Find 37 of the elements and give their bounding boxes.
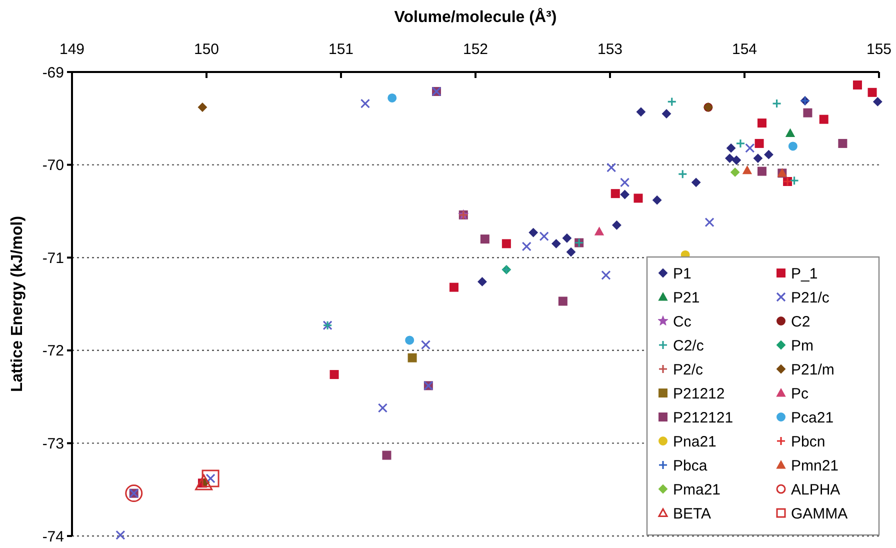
legend-label: Pna21 <box>673 433 716 450</box>
legend-label: Pc <box>791 385 810 402</box>
legend-label: P_1 <box>791 265 818 282</box>
y-tick-label: -74 <box>42 528 64 546</box>
x-tick-label: 151 <box>328 41 354 58</box>
legend-label: P21/m <box>791 361 834 378</box>
legend-label: Pmn21 <box>791 457 839 474</box>
legend-label: Pca21 <box>791 409 834 426</box>
legend-label: Pbca <box>673 457 708 474</box>
legend-label: P212121 <box>673 409 734 426</box>
x-tick-label: 155 <box>866 41 892 58</box>
legend-label: Pbcn <box>791 433 826 450</box>
legend-label: P1 <box>673 265 692 282</box>
legend-label: P2/c <box>673 361 704 378</box>
legend-label: C2/c <box>673 337 704 354</box>
legend-label: Pm <box>791 337 814 354</box>
legend-label: Cc <box>673 313 692 330</box>
y-tick-label: -69 <box>42 64 64 82</box>
legend-label: C2 <box>791 313 810 330</box>
x-axis-title: Volume/molecule (Å³) <box>394 7 557 26</box>
x-tick-label: 154 <box>732 41 758 58</box>
legend-label: P21212 <box>673 385 725 402</box>
legend-label: BETA <box>673 505 712 522</box>
x-tick-label: 152 <box>462 41 488 58</box>
x-tick-label: 150 <box>194 41 220 58</box>
legend-label: ALPHA <box>791 481 840 498</box>
y-tick-label: -72 <box>42 342 64 360</box>
legend-label: GAMMA <box>791 505 848 522</box>
legend-label: Pma21 <box>673 481 721 498</box>
legend-label: P21 <box>673 289 700 306</box>
y-tick-label: -70 <box>42 157 64 174</box>
legend-label: P21/c <box>791 289 830 306</box>
y-axis-title: Lattice Energy (kJ/mol) <box>9 216 26 392</box>
x-tick-label: 149 <box>59 41 85 58</box>
y-tick-label: -73 <box>42 435 64 452</box>
y-tick-label: -71 <box>42 250 64 267</box>
x-tick-label: 153 <box>597 41 623 58</box>
